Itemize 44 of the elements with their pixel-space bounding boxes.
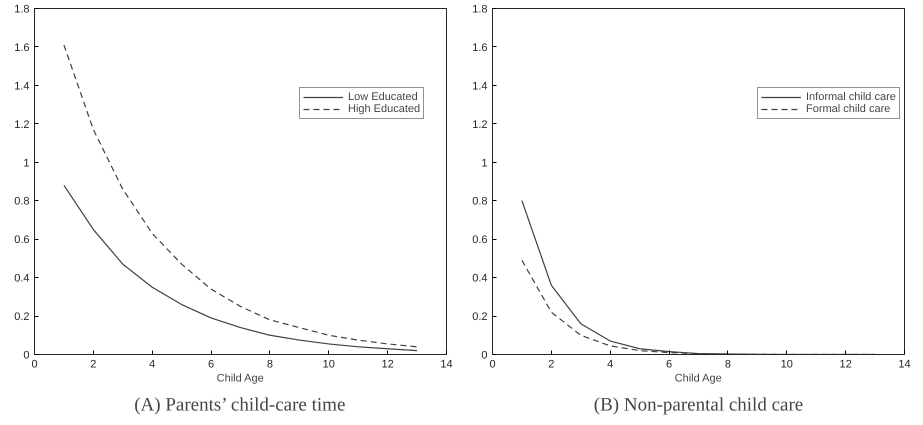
y-tick-label: 0.8 <box>14 196 30 208</box>
x-tick-label: 4 <box>607 358 614 370</box>
y-tick-label: 0.6 <box>14 234 30 246</box>
legend-label: Low Educated <box>348 91 418 103</box>
x-tick-label: 2 <box>90 358 96 370</box>
x-tick-label: 14 <box>440 358 453 370</box>
y-tick-label: 1.8 <box>472 4 488 16</box>
y-tick-label: 0.2 <box>472 311 488 324</box>
x-tick-label: 10 <box>322 358 335 370</box>
text: (A) Parents’ child-care time <box>134 394 346 416</box>
x-tick-label: 8 <box>266 358 273 370</box>
y-tick-label: 1 <box>481 157 488 170</box>
y-tick-label: 0.8 <box>472 196 488 208</box>
y-tick-label: 0.6 <box>472 234 488 246</box>
text: (B) Non-parental child care <box>594 394 804 416</box>
y-tick-label: 0 <box>481 350 488 362</box>
x-tick-label: 8 <box>724 358 731 370</box>
x-tick-label: 10 <box>780 358 793 370</box>
legend-label: High Educated <box>348 103 420 115</box>
x-tick-label: 6 <box>666 358 672 370</box>
x-tick-label: 0 <box>489 358 496 370</box>
y-tick-label: 1 <box>23 157 30 170</box>
x-tick-label: 0 <box>31 358 38 370</box>
y-tick-label: 1.6 <box>472 42 488 54</box>
y-tick-label: 0.4 <box>14 272 30 285</box>
x-axis-title: Child Age <box>216 372 264 384</box>
y-tick-label: 1.2 <box>14 118 30 131</box>
x-tick-label: 2 <box>548 358 554 370</box>
legend-label: Formal child care <box>806 103 890 115</box>
y-tick-label: 0.2 <box>14 311 30 324</box>
y-tick-label: 0 <box>23 350 30 362</box>
y-tick-label: 1.6 <box>14 42 30 54</box>
legend-label: Informal child care <box>806 91 896 103</box>
x-tick-label: 4 <box>149 358 156 370</box>
y-tick-label: 0.4 <box>472 272 488 285</box>
x-tick-label: 14 <box>898 358 911 370</box>
y-tick-label: 1.2 <box>472 118 488 131</box>
y-tick-label: 1.8 <box>14 4 30 16</box>
x-tick-label: 12 <box>840 358 852 370</box>
y-tick-label: 1.4 <box>14 80 30 92</box>
x-tick-label: 12 <box>382 358 394 370</box>
x-axis-title: Child Age <box>674 372 722 384</box>
x-tick-label: 6 <box>208 358 214 370</box>
y-tick-label: 1.4 <box>472 80 488 92</box>
